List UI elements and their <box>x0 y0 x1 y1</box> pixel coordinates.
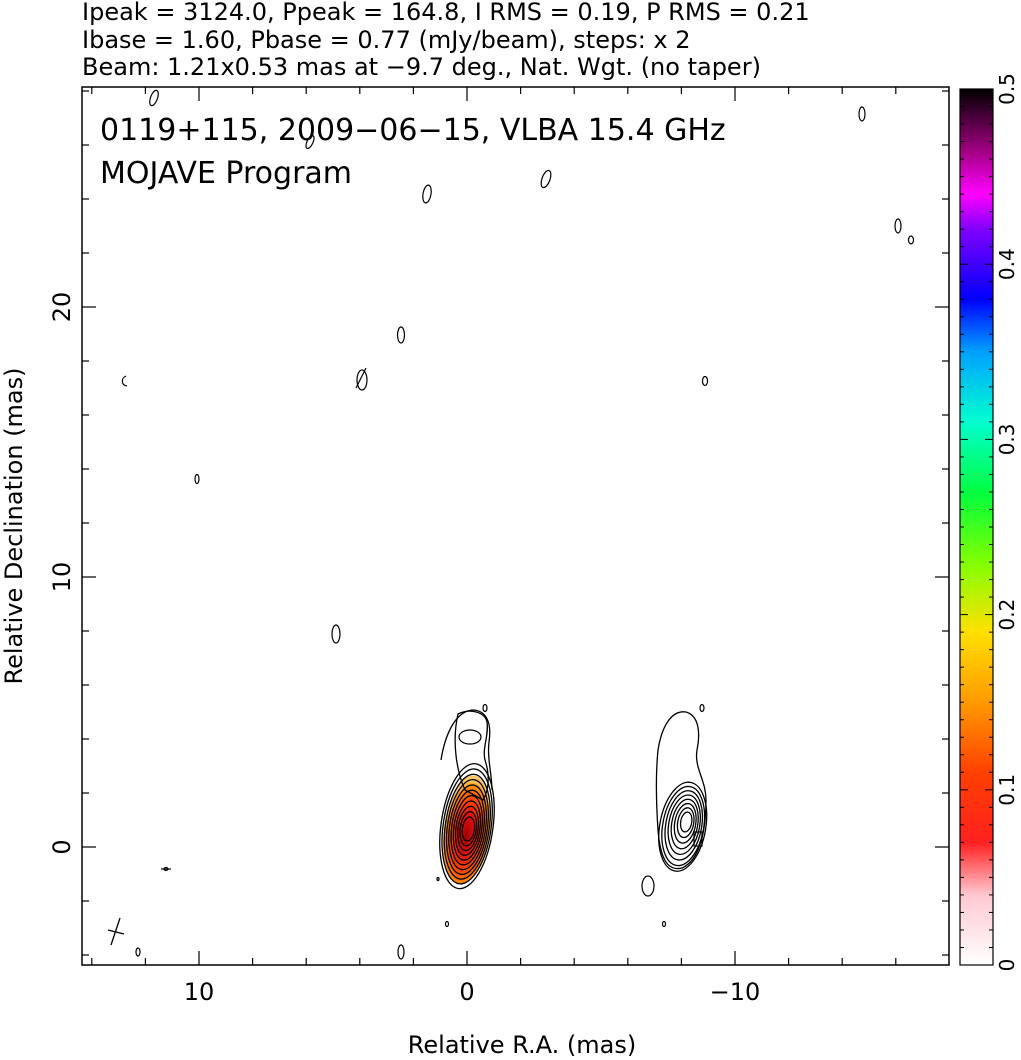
colorbar-tick-label: 0.1 <box>995 774 1019 806</box>
colorbar-tick-label: 0.4 <box>995 248 1019 280</box>
colorbar-tick-label: 0.5 <box>995 73 1019 105</box>
colorbar-tick-labels: 0 0.1 0.2 0.3 0.4 0.5 <box>960 73 1019 971</box>
core-contour-level <box>445 778 489 875</box>
header-line-1: Ipeak = 3124.0, Ppeak = 164.8, I RMS = 0… <box>82 0 810 26</box>
beam-marker <box>107 917 125 946</box>
colorbar-tick-label: 0.3 <box>995 423 1019 455</box>
x-tick-label: −10 <box>710 978 761 1006</box>
core-contour-level <box>454 800 482 856</box>
core-contour-level <box>439 762 495 890</box>
header-line-3: Beam: 1.21x0.53 mas at −9.7 deg., Nat. W… <box>82 53 761 81</box>
core-outer-envelope <box>440 709 493 791</box>
y-tick-label: 10 <box>48 562 76 593</box>
core-jet-knot <box>458 729 482 745</box>
core-contour-level <box>443 773 491 880</box>
colorbar-tick-label: 0.2 <box>995 599 1019 631</box>
noise-contours <box>121 89 915 960</box>
colorbar-tick-label: 0 <box>995 959 1019 972</box>
secondary-outer-contour <box>655 711 707 870</box>
y-tick-label: 0 <box>48 839 76 854</box>
core-contour-level <box>457 805 480 852</box>
secondary-contour-level <box>673 802 697 844</box>
secondary-contour-level <box>670 798 699 850</box>
axis-ticks <box>82 87 949 965</box>
y-tick-label: 20 <box>48 292 76 323</box>
secondary-contour-level <box>664 790 704 861</box>
secondary-component <box>641 711 708 897</box>
core-contour-level <box>441 768 493 885</box>
plot-frame <box>81 86 950 966</box>
chart-subtitle: MOJAVE Program <box>100 156 352 191</box>
tick-labels: 10 0 −10 0 10 20 <box>48 292 760 1006</box>
x-axis-label: Relative R.A. (mas) <box>408 1031 636 1059</box>
secondary-side-blob <box>641 875 655 897</box>
x-tick-label: 10 <box>184 978 215 1006</box>
core-contour-level <box>461 816 476 842</box>
core-contour-level <box>450 789 486 866</box>
x-tick-label: 0 <box>459 978 474 1006</box>
secondary-contour-level <box>667 794 701 855</box>
core-contour-level <box>448 784 488 871</box>
core-jet-outer-contour <box>454 710 489 801</box>
core-contour-level <box>459 811 478 847</box>
colorbar <box>960 89 993 965</box>
core-polarized-fill <box>442 775 492 885</box>
core-contours <box>439 762 495 890</box>
secondary-contour-level <box>676 807 695 839</box>
secondary-contours <box>658 781 708 872</box>
secondary-contour-level <box>658 781 708 872</box>
header-line-2: Ibase = 1.60, Pbase = 0.77 (mJy/beam), s… <box>82 26 691 54</box>
core-component <box>439 709 495 890</box>
chart-title: 0119+115, 2009−06−15, VLBA 15.4 GHz <box>100 113 726 148</box>
secondary-contour-level <box>679 811 693 833</box>
secondary-notch <box>693 831 703 847</box>
core-contour-level <box>452 795 484 861</box>
y-axis-label: Relative Declination (mas) <box>0 367 28 684</box>
